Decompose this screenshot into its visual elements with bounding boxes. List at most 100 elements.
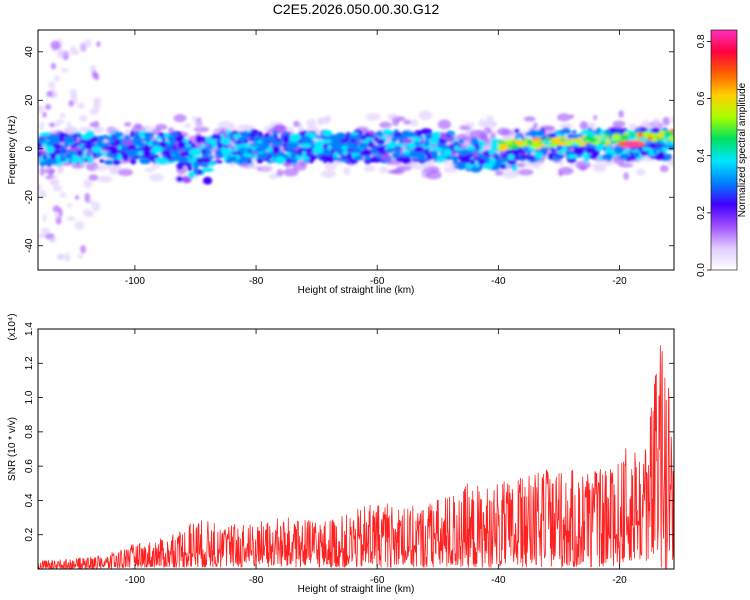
spectrogram-cell (544, 137, 553, 141)
spectrogram-cell (460, 149, 469, 156)
spectrogram-cell (244, 124, 256, 130)
spectrogram-cell (80, 244, 87, 254)
colorbar-ticks: 0.0 0.2 0.4 0.6 0.8 (696, 34, 711, 277)
spectrogram-cell (56, 253, 64, 260)
spectrogram-cell (392, 151, 402, 156)
spectrogram-cell (302, 150, 307, 157)
spectrogram-cell (637, 132, 643, 138)
spectrogram-cell (559, 122, 573, 130)
snr-panel: -100 -80 -60 -40 -20 0.2 0.4 0.6 0.8 1.0 1.2 1.4 He… (7, 313, 675, 595)
spectrogram-cell (57, 166, 63, 175)
spectrogram-cell (92, 120, 100, 128)
spectrogram-cell (491, 138, 499, 145)
spectrogram-cell (599, 141, 607, 145)
spectrogram-cell (514, 128, 520, 134)
spectrogram-cell (231, 155, 237, 162)
spectrogram-cell (87, 143, 92, 150)
spectrogram-cell (233, 133, 240, 139)
spectrogram-cell (87, 211, 94, 218)
spectrogram-cell (74, 221, 85, 231)
y-tick-label: -40 (24, 238, 35, 253)
spectrogram-cell (359, 151, 371, 157)
spectrogram-cell (420, 128, 433, 135)
spectrogram-cell (519, 139, 524, 145)
spectrogram-cell (650, 132, 656, 138)
spectrogram-cell (289, 133, 302, 141)
spectrogram-cell (376, 131, 384, 138)
spectrogram-cell (76, 142, 82, 146)
x-tick-label: -100 (125, 575, 145, 586)
spectrogram-cell (406, 142, 417, 150)
spectrogram-cell (640, 150, 648, 157)
spectrogram-cell (274, 156, 286, 164)
x-tick-label: -60 (370, 276, 385, 287)
spectrogram-cell (618, 154, 629, 160)
spectrogram-cell (459, 156, 471, 163)
spectrogram-cell (633, 152, 640, 158)
spectrogram-cell (233, 141, 244, 145)
spectrogram-cell (230, 151, 242, 155)
spectrogram-cell (201, 167, 214, 172)
spectrogram-cell (469, 129, 486, 139)
figure-title: C2E5.2026.050.00.30.G12 (273, 1, 440, 17)
spectrogram-cell (465, 122, 475, 127)
spectrogram-cell (543, 125, 555, 132)
spectrogram-cell (297, 148, 303, 154)
spectrogram-cell (313, 140, 322, 149)
spectrogram-cell (365, 112, 381, 121)
spectrogram-cell (444, 166, 450, 174)
spectrogram-cell (353, 147, 362, 154)
spectrogram-cell (94, 165, 111, 171)
spectrogram-cell (445, 155, 452, 161)
spectrogram-cell (108, 147, 118, 152)
spectrogram-frame (37, 29, 675, 271)
spectrogram-cell (641, 147, 652, 152)
spectrogram-cell (561, 145, 567, 152)
spectrogram-cell (38, 152, 43, 156)
spectrogram-cell (593, 114, 598, 121)
spectrogram-cell (394, 147, 401, 153)
spectrogram-cell (89, 65, 97, 73)
spectrogram-cell (350, 132, 359, 136)
spectrogram-cell (183, 123, 192, 128)
spectrogram-cell (120, 144, 129, 149)
spectrogram-cell (39, 121, 45, 131)
spectrogram-cell (42, 153, 47, 161)
y-tick-label: 40 (24, 46, 35, 58)
snr-ylabel: SNR (10 * v/v) (7, 417, 18, 481)
spectrogram-cell (300, 143, 312, 149)
spectrogram-cell (560, 138, 565, 142)
spectrogram-cell (327, 144, 332, 151)
spectrogram-cell (343, 166, 351, 176)
spectrogram-cell (485, 115, 494, 123)
spectrogram-cell (131, 138, 143, 144)
colorbar: 0.0 0.2 0.4 0.6 0.8 Normalized spectral ampl… (696, 29, 748, 277)
spectrogram-cell (442, 148, 452, 156)
spectrogram-cell (652, 118, 661, 126)
spectrogram-cell (592, 166, 606, 172)
spectrogram-cell (217, 141, 223, 149)
x-tick-label: -40 (491, 575, 506, 586)
spectrogram-cell (659, 164, 669, 173)
spectrogram-cell (124, 122, 132, 127)
spectrogram-cell (379, 121, 392, 129)
spectrogram-cell (333, 157, 340, 161)
spectrogram-cell (532, 139, 541, 144)
spectrogram-cell (661, 147, 670, 152)
spectrogram-cell (77, 102, 85, 109)
spectrogram-cell (69, 147, 82, 152)
spectrogram-cell (573, 134, 585, 139)
spectrogram-cell (56, 118, 65, 124)
spectrogram-cell (47, 159, 58, 165)
spectrogram-cell (276, 169, 284, 177)
spectrogram-cell (499, 163, 505, 169)
spectrogram-cell (401, 156, 412, 165)
spectrogram-cell (77, 254, 84, 260)
spectrogram-cell (662, 116, 670, 126)
spectrogram-cell (453, 145, 460, 151)
colorbar-label: Normalized spectral amplitude (737, 82, 748, 217)
spectrogram-cell (675, 134, 682, 139)
spectrogram-cell (53, 75, 60, 82)
spectrogram-cell (469, 159, 475, 165)
spectrogram-cell (91, 201, 101, 212)
